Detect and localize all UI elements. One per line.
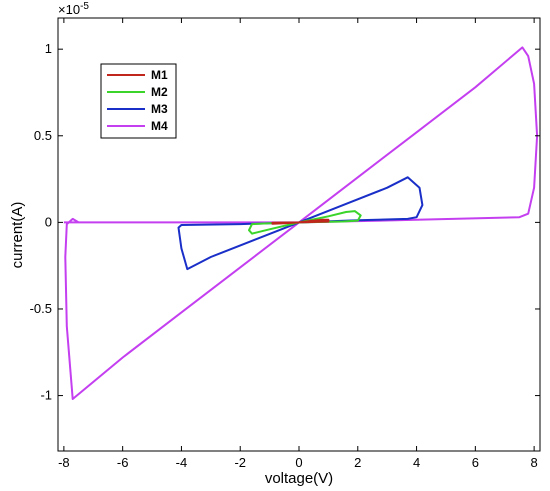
series-layer bbox=[63, 46, 539, 400]
x-tick-label: -2 bbox=[234, 455, 246, 470]
x-tick-label: 6 bbox=[472, 455, 479, 470]
x-tick-label: 0 bbox=[295, 455, 302, 470]
x-tick-label: -6 bbox=[117, 455, 129, 470]
tick-layer: -8 -6 -4 -2 0 2 4 6 8 -1 -0.5 0 0.5 1 bbox=[30, 18, 540, 470]
y-tick-label: 0.5 bbox=[34, 128, 52, 143]
y-tick-label: -1 bbox=[40, 388, 52, 403]
x-tick-label: 4 bbox=[413, 455, 420, 470]
x-tick-label: -4 bbox=[176, 455, 188, 470]
series-line-m4 bbox=[63, 46, 539, 400]
legend: M1 M2 M3 M4 bbox=[100, 63, 177, 139]
y-tick-label: 1 bbox=[45, 41, 52, 56]
x-tick-label: 8 bbox=[531, 455, 538, 470]
x-tick-label: 2 bbox=[354, 455, 361, 470]
y-tick-label: 0 bbox=[45, 214, 52, 229]
x-axis-label: voltage(V) bbox=[265, 470, 333, 487]
legend-label: M4 bbox=[151, 119, 168, 133]
y-tick-label: -0.5 bbox=[30, 301, 52, 316]
legend-label: M3 bbox=[151, 102, 168, 116]
y-axis-label: current(A) bbox=[9, 202, 26, 269]
series-line-m1 bbox=[271, 218, 330, 225]
legend-label: M1 bbox=[151, 68, 168, 82]
legend-label: M2 bbox=[151, 85, 168, 99]
y-exponent-label: ×10-5 bbox=[58, 1, 89, 17]
x-tick-label: -8 bbox=[58, 455, 70, 470]
